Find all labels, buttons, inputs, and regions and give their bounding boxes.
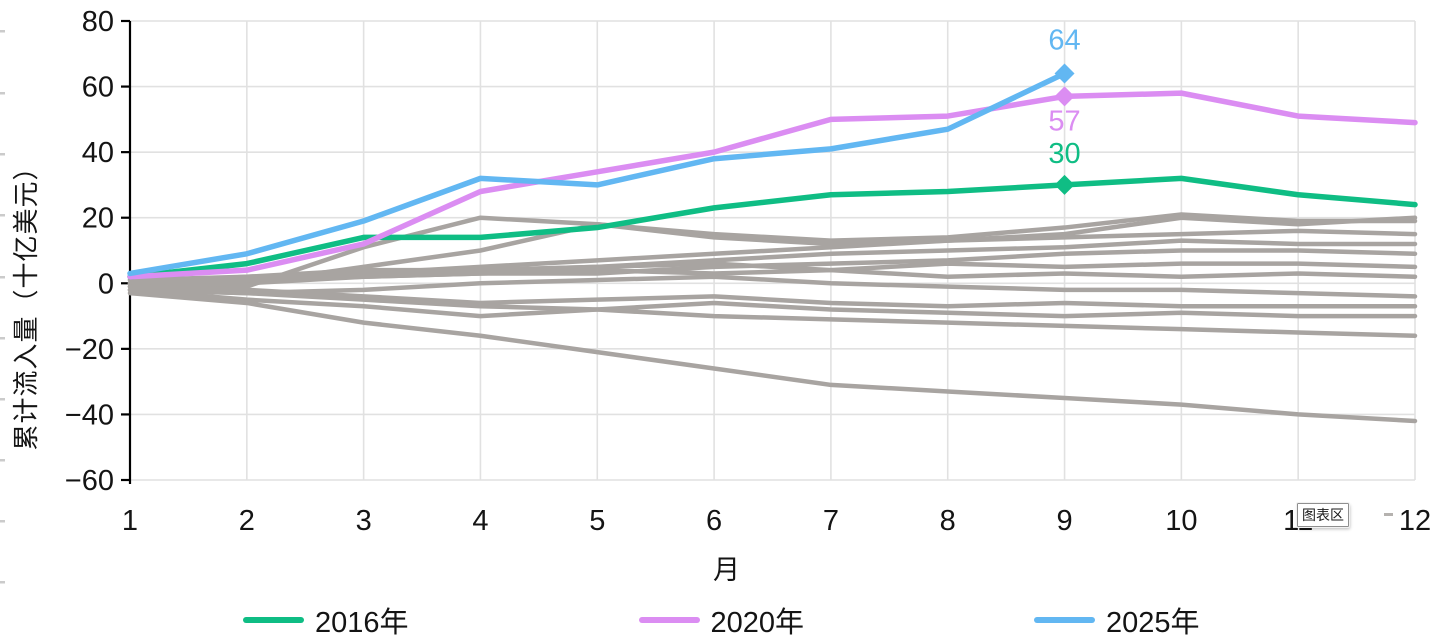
data-label-2016年: 30 (1048, 138, 1080, 170)
edge-gridline-stub (0, 92, 5, 95)
data-label-2025年: 64 (1048, 24, 1080, 56)
legend-label-2020: 2020年 (710, 607, 805, 639)
series-line-2020年[interactable] (127, 90, 1418, 280)
x-tick-label: 9 (1056, 505, 1072, 537)
x-tick-label: 5 (589, 505, 605, 537)
background-series-line[interactable] (127, 284, 1418, 309)
edge-gridline-stub (0, 153, 5, 156)
x-tick-label: 8 (940, 505, 956, 537)
edge-gridline-stub (0, 581, 5, 584)
series-line-2016年[interactable] (127, 175, 1418, 280)
edge-gridline-stub (0, 276, 5, 279)
edge-gridline-stub (0, 30, 5, 33)
x-tick-label: 4 (472, 505, 488, 537)
edge-gridline-stub (0, 214, 5, 217)
legend-swatch-2025 (1034, 617, 1096, 623)
series-line-2025年[interactable] (127, 70, 1068, 277)
y-tick-label: 20 (82, 203, 114, 235)
data-label-2020年: 57 (1048, 105, 1080, 137)
x-axis-title: 月 (713, 555, 740, 585)
background-series-line[interactable] (127, 287, 1418, 338)
edge-gridline-stub (0, 398, 5, 401)
y-axis-title: 累计流入量（十亿美元） (11, 153, 41, 451)
series-marker-2025年[interactable] (1054, 63, 1075, 84)
x-tick-label: 3 (356, 505, 372, 537)
cursor-artifact (1384, 513, 1393, 516)
background-series-line[interactable] (127, 287, 1418, 319)
legend-label-2016: 2016年 (315, 607, 409, 639)
y-tick-label: 40 (82, 137, 114, 169)
background-series-line[interactable] (127, 274, 1418, 299)
legend-swatch-2020 (638, 617, 700, 623)
series-marker-2016年[interactable] (1054, 174, 1075, 195)
x-tick-label: 2 (239, 505, 255, 537)
legend-swatch-2016 (243, 617, 304, 623)
background-series-line[interactable] (127, 215, 1418, 289)
edge-gridline-stub (0, 520, 5, 523)
legend: 2016年 2020年 2025年 (243, 599, 1200, 641)
y-tick-label: 80 (82, 6, 114, 38)
legend-item-2025[interactable]: 2025年 (1034, 599, 1200, 641)
x-tick-label: 7 (823, 505, 839, 537)
y-tick-label: 60 (82, 72, 114, 104)
edge-gridline-stub (0, 337, 5, 340)
chart-area-tooltip: 图表区 (1296, 502, 1350, 528)
series-marker-2020年[interactable] (1054, 86, 1075, 107)
legend-label-2025: 2025年 (1106, 607, 1200, 639)
x-tick-label: 1 (122, 505, 138, 537)
y-tick-label: −20 (65, 334, 114, 366)
x-tick-label: 10 (1165, 505, 1197, 537)
y-tick-label: 0 (98, 268, 114, 300)
x-tick-label: 12 (1399, 505, 1431, 537)
x-tick-label: 6 (706, 505, 722, 537)
background-series-line[interactable] (127, 261, 1418, 286)
background-series-line[interactable] (127, 238, 1418, 286)
chart-area-tooltip-label: 图表区 (1302, 507, 1344, 523)
y-tick-label: −40 (65, 399, 114, 431)
legend-item-2016[interactable]: 2016年 (243, 599, 409, 641)
legend-item-2020[interactable]: 2020年 (638, 599, 805, 641)
background-series-line[interactable] (127, 261, 1418, 283)
background-series-line[interactable] (127, 290, 1418, 424)
edge-gridline-stub (0, 459, 5, 462)
y-tick-label: −60 (65, 465, 114, 497)
